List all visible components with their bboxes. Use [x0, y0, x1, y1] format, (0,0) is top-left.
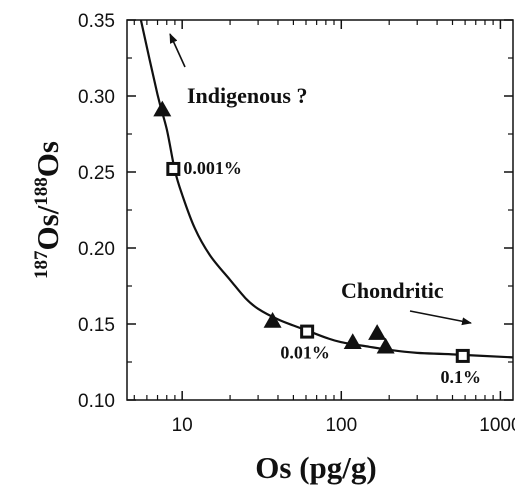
y-axis-title-sup1: 187	[31, 250, 52, 279]
ticks-layer: 0.10 0.15 0.20 0.25 0.30 0.35 10 100 1000	[78, 11, 515, 436]
arrow-indigenous	[169, 33, 186, 68]
open-square-point	[166, 161, 181, 176]
triangle-point	[368, 324, 387, 340]
y-axis-title: 187Os/188Os	[30, 141, 65, 279]
mixing-curve	[139, 19, 514, 359]
triangle-point	[343, 333, 362, 349]
y-tick-label: 0.15	[78, 315, 115, 336]
triangle-point	[153, 100, 172, 117]
x-tick-label: 1000	[479, 415, 515, 436]
annotation-indigenous: Indigenous ?	[187, 83, 307, 108]
open-square-point	[455, 348, 470, 363]
arrow-chondritic	[409, 310, 472, 326]
y-tick-label: 0.25	[78, 163, 115, 184]
y-tick-label: 0.20	[78, 239, 115, 260]
x-tick-label: 10	[172, 415, 193, 436]
square-point-label: 0.01%	[280, 343, 330, 363]
square-point-label: 0.1%	[441, 367, 482, 387]
y-tick-label: 0.35	[78, 11, 115, 32]
x-tick-label: 100	[325, 415, 357, 436]
triangle-point	[263, 311, 282, 328]
y-axis-title-sup2: 188	[31, 177, 52, 206]
y-tick-label: 0.10	[78, 391, 115, 412]
annotation-chondritic: Chondritic	[341, 278, 444, 303]
square-point-label: 0.001%	[183, 158, 242, 178]
open-square-point	[300, 324, 315, 339]
x-axis-title: Os (pg/g)	[255, 450, 376, 485]
y-tick-label: 0.30	[78, 87, 115, 108]
mixing-curve-layer	[139, 19, 514, 359]
triangle-point	[376, 337, 395, 354]
y-axis-title-base1: Os/	[30, 205, 65, 250]
plot-frame	[126, 19, 514, 401]
data-marks-layer: 0.001% 0.01% 0.1%	[153, 100, 482, 387]
y-axis-title-base2: Os	[30, 141, 65, 177]
